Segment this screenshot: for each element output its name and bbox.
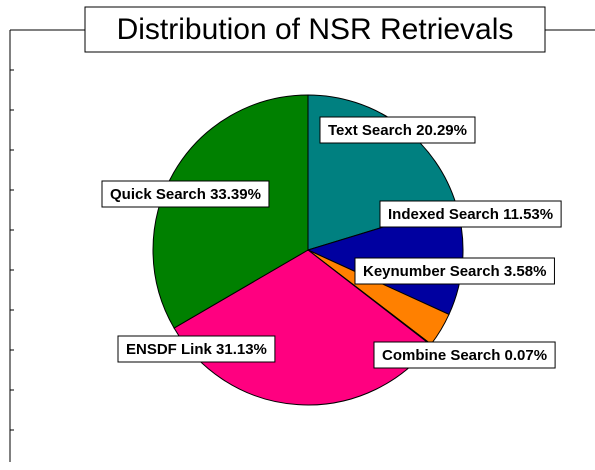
chart-title: Distribution of NSR Retrievals (117, 13, 514, 46)
data-label: Combine Search 0.07% (382, 347, 547, 364)
label-value: 11.53% (503, 206, 553, 223)
data-label: ENSDF Link 31.13% (126, 341, 267, 358)
data-label-box (117, 335, 276, 363)
labels: Text Search 20.29% Indexed Search 11.53% K… (101, 116, 562, 369)
label-value: 20.29% (416, 122, 467, 139)
data-label: Keynumber Search 3.58% (363, 263, 546, 280)
data-label-box (379, 200, 562, 228)
data-label: Indexed Search 11.53% (388, 206, 553, 223)
label-value: 33.39% (210, 186, 261, 203)
data-label-box (101, 180, 270, 208)
label-value: 3.58% (504, 263, 547, 280)
label-name: Indexed Search (388, 206, 499, 223)
pie-slice (152, 94, 309, 329)
label-name: Combine Search (382, 347, 500, 364)
data-label: Text Search 20.29% (328, 122, 467, 139)
label-name: Text Search (328, 122, 412, 139)
label-name: Keynumber Search (363, 263, 500, 280)
label-name: ENSDF Link (126, 341, 212, 358)
data-label: Quick Search 33.39% (110, 186, 261, 203)
data-label-box (354, 257, 555, 285)
data-label-box (319, 116, 476, 144)
label-value: 31.13% (216, 341, 267, 358)
data-label-box (373, 341, 556, 369)
frame (9, 6, 595, 462)
label-value: 0.07% (505, 347, 548, 364)
label-name: Quick Search (110, 186, 206, 203)
